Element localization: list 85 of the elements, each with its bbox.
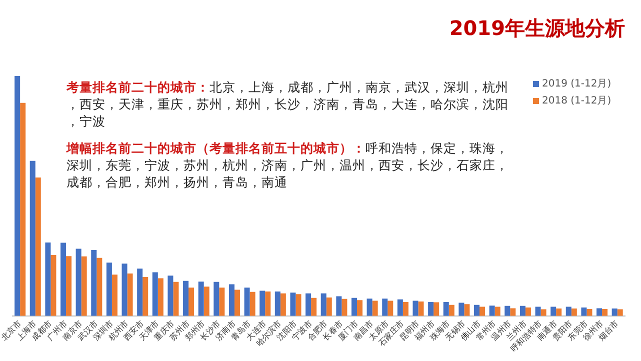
bar	[311, 298, 317, 316]
bar	[66, 256, 72, 316]
bar	[96, 258, 102, 316]
bar	[260, 290, 266, 316]
bar	[525, 308, 531, 316]
bar	[244, 288, 250, 316]
bar	[320, 293, 326, 316]
bar	[510, 308, 516, 316]
bar	[326, 297, 332, 316]
bar	[428, 302, 434, 316]
bar	[198, 282, 204, 316]
bar	[474, 304, 480, 316]
bar	[168, 276, 174, 316]
bar	[274, 291, 280, 316]
bar	[158, 278, 164, 316]
bar	[443, 302, 449, 316]
bar	[219, 288, 225, 316]
bar	[366, 298, 372, 316]
bar	[596, 308, 602, 316]
bar	[35, 177, 41, 316]
bar	[142, 277, 148, 316]
bar	[566, 306, 572, 316]
bar	[280, 293, 286, 316]
bar	[20, 102, 26, 316]
bar	[388, 300, 394, 316]
bar	[458, 302, 464, 316]
bar	[372, 300, 378, 316]
bar	[137, 268, 143, 316]
bar	[45, 242, 51, 316]
bar	[296, 294, 302, 316]
bar	[504, 306, 510, 316]
bar	[228, 284, 234, 316]
annotation: 考量排名前二十的城市：北京，上海，成都，广州，南京，武汉，深圳，杭州，西安，天津，重庆，苏州，郑州，长沙，济南，青岛，大连，哈尔滨，沈阳，宁波	[65, 80, 508, 128]
bar	[581, 308, 587, 316]
bar	[556, 308, 562, 316]
bar	[342, 298, 348, 316]
bar	[106, 262, 112, 316]
bar	[81, 256, 87, 316]
bar	[173, 282, 179, 316]
chart-title: 2019年生源地分析	[449, 16, 625, 40]
bar	[265, 291, 271, 316]
legend-label: 2019 (1-12月)	[542, 78, 612, 90]
bar	[412, 300, 418, 316]
bar	[382, 298, 388, 316]
bar	[14, 76, 20, 316]
bar	[612, 308, 618, 316]
bar	[617, 309, 623, 316]
bar	[112, 274, 118, 316]
bar	[540, 309, 546, 316]
bar	[76, 248, 82, 316]
bar	[50, 254, 56, 316]
bar	[535, 306, 541, 316]
bar	[356, 300, 363, 316]
bar	[60, 242, 66, 316]
bar	[204, 286, 210, 316]
bar	[494, 306, 500, 316]
bar	[434, 302, 440, 316]
bar	[127, 273, 133, 316]
bar	[214, 282, 220, 316]
bar	[152, 272, 158, 316]
legend-label: 2018 (1-12月)	[542, 96, 612, 107]
bar	[397, 299, 403, 316]
bar	[250, 292, 256, 316]
bar	[586, 308, 592, 316]
bar	[351, 298, 357, 316]
bar	[306, 293, 312, 316]
bar	[336, 296, 342, 316]
bar	[234, 290, 240, 316]
bar	[464, 304, 470, 316]
bar	[520, 306, 526, 316]
annotation: 增幅排名前二十的城市（考量排名前五十的城市）：呼和浩特，保定，珠海，深圳，东莞，宁波，苏州，杭州，济南，广州，温州，西安，长沙，石家庄，成都，合肥，郑州，扬州，青岛，南通	[65, 140, 508, 190]
bar	[550, 306, 556, 316]
bar	[91, 250, 97, 316]
bar	[480, 306, 486, 316]
bar	[418, 302, 424, 316]
bar	[448, 304, 454, 316]
bar	[290, 292, 296, 316]
bar	[571, 308, 577, 316]
bar	[30, 160, 36, 316]
bar	[122, 264, 128, 316]
bar	[489, 306, 495, 316]
bar	[188, 288, 194, 316]
bar	[183, 280, 189, 316]
bar	[602, 308, 608, 316]
bar	[402, 302, 408, 316]
